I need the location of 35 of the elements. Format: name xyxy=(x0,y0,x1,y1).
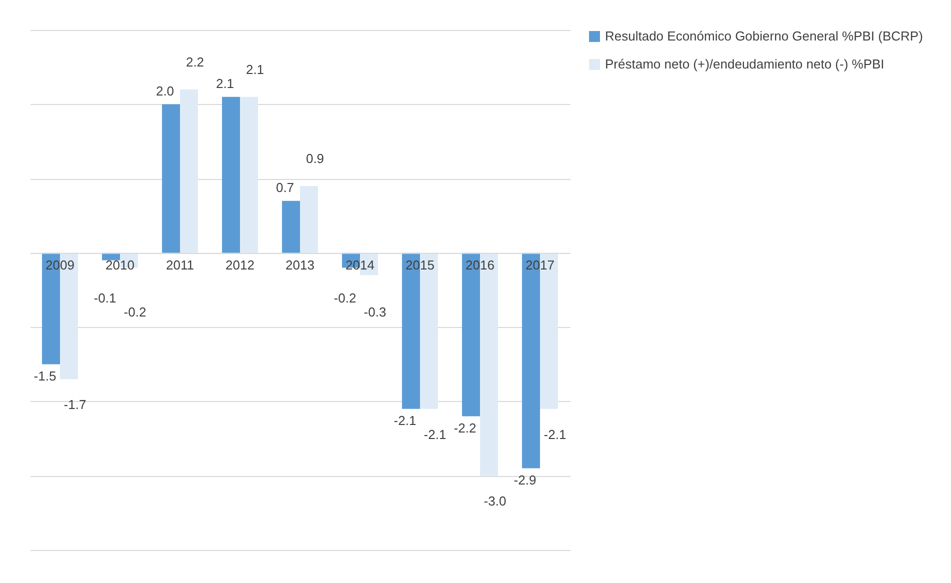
data-label: 2.2 xyxy=(186,54,204,70)
x-tick-label: 2011 xyxy=(166,257,194,272)
bar xyxy=(300,186,318,253)
bar xyxy=(162,104,180,253)
x-tick-label: 2013 xyxy=(286,257,314,272)
x-tick-label: 2009 xyxy=(46,257,74,272)
data-label: -0.3 xyxy=(364,304,386,320)
x-tick-label: 2015 xyxy=(406,257,434,272)
x-tick-label: 2010 xyxy=(106,257,134,272)
bar xyxy=(240,96,258,253)
data-label: 0.9 xyxy=(306,151,324,166)
data-label: 2.0 xyxy=(156,83,174,98)
data-label: -2.1 xyxy=(424,426,446,442)
x-tick-label: 2017 xyxy=(526,257,554,272)
legend-label: Préstamo neto (+)/endeudamiento neto (-) %PBI xyxy=(605,56,884,72)
data-label: -0.1 xyxy=(94,290,116,306)
x-tick-label: 2012 xyxy=(226,257,254,272)
data-label: -0.2 xyxy=(124,304,146,320)
data-label: 2.1 xyxy=(246,62,264,77)
data-label: -0.2 xyxy=(334,290,356,306)
data-label: -2.2 xyxy=(454,420,476,436)
data-label: -1.5 xyxy=(34,368,56,384)
data-label: -2.9 xyxy=(514,472,536,488)
bar xyxy=(222,96,240,253)
data-label: -1.7 xyxy=(64,397,86,412)
data-label: 2.1 xyxy=(216,76,234,91)
data-label: 0.7 xyxy=(276,180,294,195)
bar xyxy=(282,200,300,253)
data-label: -2.1 xyxy=(544,426,566,442)
bar xyxy=(180,89,198,253)
data-label: -2.1 xyxy=(394,412,416,428)
x-tick-label: 2016 xyxy=(466,257,494,272)
data-label: -3.0 xyxy=(484,494,506,509)
legend-label: Resultado Económico Gobierno General %PBI (BCRP) xyxy=(605,28,923,44)
x-tick-label: 2014 xyxy=(346,257,374,272)
